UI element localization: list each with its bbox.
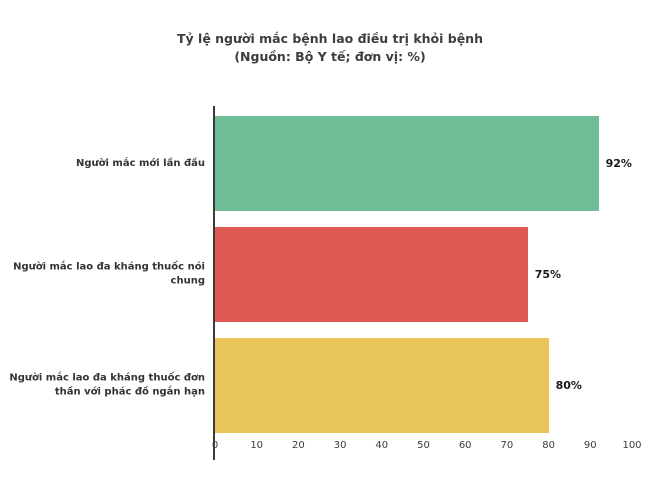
x-axis-tick: 40 [375, 440, 389, 451]
x-axis-tick: 50 [417, 440, 430, 451]
x-axis-tick: 10 [250, 440, 264, 451]
x-axis-tick: 100 [622, 440, 642, 451]
bar-row: Người mắc lao đa kháng thuốc đơn thần vớ… [9, 338, 632, 433]
bar-nguoi-mac-moi-lan-dau [215, 116, 599, 211]
chart-title: Tỷ lệ người mắc bệnh lao điều trị khỏi b… [0, 30, 660, 65]
bar-row: Người mắc mới lần đầu 92% [76, 116, 632, 211]
x-axis-tick: 30 [333, 440, 347, 451]
value-label: 92% [605, 157, 632, 170]
x-axis-tick: 70 [500, 440, 514, 451]
plot-area: Người mắc mới lần đầu 92% Người mắc lao … [9, 106, 642, 460]
category-label: Người mắc lao đa kháng thuốc nói chung [13, 261, 205, 287]
bar-da-khang-thuoc-don-than [215, 338, 549, 433]
x-axis-tick: 0 [211, 440, 219, 451]
x-axis-tick: 90 [583, 440, 597, 451]
chart-title-line1: Tỷ lệ người mắc bệnh lao điều trị khỏi b… [177, 31, 483, 46]
category-label: Người mắc lao đa kháng thuốc đơn thần vớ… [9, 372, 205, 398]
x-axis-ticks: 0 10 20 30 40 50 60 70 80 90 100 [211, 440, 642, 456]
chart-title-line2: (Nguồn: Bộ Y tế; đơn vị: %) [234, 48, 426, 64]
x-axis-tick: 80 [542, 440, 555, 451]
value-label: 75% [534, 268, 562, 281]
bars-container: Người mắc mới lần đầu 92% Người mắc lao … [9, 116, 632, 433]
value-label: 80% [555, 379, 582, 392]
category-label: Người mắc mới lần đầu [75, 157, 205, 169]
x-axis-tick: 20 [292, 440, 305, 451]
bar-da-khang-thuoc-noi-chung [215, 227, 528, 322]
bar-row: Người mắc lao đa kháng thuốc nói chung 7… [13, 227, 632, 322]
x-axis-tick: 60 [458, 440, 472, 451]
